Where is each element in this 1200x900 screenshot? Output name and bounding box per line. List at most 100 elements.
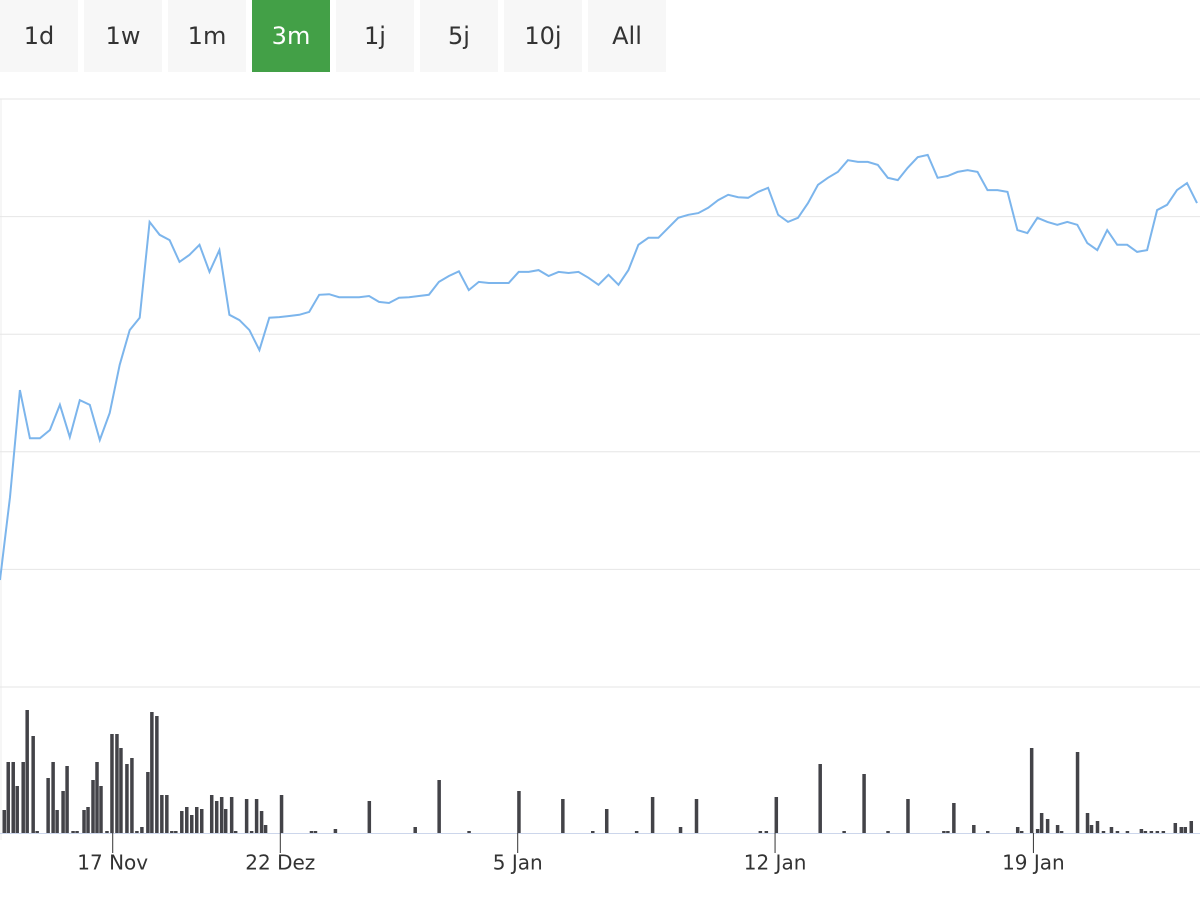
volume-bar (634, 831, 639, 833)
volume-bar (11, 762, 15, 833)
volume-bar (190, 815, 194, 833)
range-button[interactable]: 10j (504, 0, 582, 72)
volume-bar (82, 810, 86, 833)
volume-bar (146, 772, 150, 833)
x-tick-label: 19 Jan (1002, 851, 1065, 875)
volume-bar (986, 831, 990, 833)
x-tick-label: 12 Jan (744, 851, 807, 875)
volume-bar (119, 748, 123, 833)
volume-bar (279, 795, 284, 833)
range-button[interactable]: 3m (252, 0, 330, 72)
volume-bar (31, 736, 35, 833)
range-button[interactable]: 1d (0, 0, 78, 72)
volume-bar (906, 799, 910, 833)
volume-bar (219, 797, 224, 833)
volume-bar (1085, 813, 1090, 833)
x-tick-label: 22 Dez (245, 851, 315, 875)
volume-bar (180, 811, 184, 833)
volume-bar (1161, 831, 1166, 833)
volume-bar (1095, 821, 1100, 833)
volume-bar (678, 827, 683, 833)
volume-bar (333, 829, 338, 833)
volume-bar (1139, 829, 1144, 833)
volume-bar (155, 716, 159, 833)
volume-bar (125, 764, 129, 833)
volume-bar (946, 831, 950, 833)
volume-bar (55, 810, 59, 833)
range-button[interactable]: All (588, 0, 666, 72)
volume-bar (1143, 831, 1148, 833)
volume-bar (174, 831, 178, 833)
volume-bar (15, 786, 19, 833)
volume-bar (259, 811, 264, 833)
range-button[interactable]: 1w (84, 0, 162, 72)
volume-bar (115, 734, 119, 833)
volume-bar (604, 809, 609, 833)
volume-bar (1149, 831, 1154, 833)
range-button[interactable]: 1m (168, 0, 246, 72)
volume-bar (254, 799, 259, 833)
volume-bar (972, 825, 976, 833)
volume-bar (209, 795, 214, 833)
volume-bar (764, 831, 769, 833)
x-tick-label: 17 Nov (77, 851, 148, 875)
volume-bar (1155, 831, 1160, 833)
volume-bar (244, 799, 249, 833)
volume-bar (1059, 831, 1064, 833)
volume-bar (309, 831, 314, 833)
volume-bar (413, 827, 417, 833)
volume-bar (150, 712, 154, 833)
volume-bar (140, 827, 144, 833)
volume-bar (25, 710, 29, 833)
volume-bar (1019, 831, 1024, 833)
volume-bar (160, 795, 164, 833)
volume-bar (1179, 827, 1184, 833)
volume-bar (51, 762, 55, 833)
volume-bar (1035, 829, 1040, 833)
volume-bar (1115, 831, 1120, 833)
volume-bar (1039, 813, 1044, 833)
volume-bar (942, 831, 946, 833)
volume-bar (862, 774, 866, 833)
volume-bar (561, 799, 565, 833)
volume-bar (21, 762, 25, 833)
volume-bar (1109, 827, 1114, 833)
volume-bar (1189, 821, 1194, 833)
range-button[interactable]: 1j (336, 0, 414, 72)
volume-bar (842, 831, 846, 833)
volume-bar (214, 801, 219, 833)
volume-bar (1089, 825, 1094, 833)
volume-bar (71, 831, 75, 833)
volume-bar (35, 831, 39, 833)
volume-bar (229, 797, 234, 833)
volume-bar (1075, 752, 1080, 833)
volume-bar (1015, 827, 1020, 833)
volume-bar (130, 758, 134, 833)
volume-bar (185, 807, 189, 833)
volume-bar (249, 831, 254, 833)
volume-bar (61, 791, 65, 833)
volume-bar (91, 780, 95, 833)
volume-bar (195, 807, 199, 833)
volume-bar (774, 797, 779, 833)
volume-bar (1173, 823, 1178, 833)
volume-bar (437, 780, 441, 833)
volume-bar (1029, 748, 1034, 833)
volume-bar (75, 831, 79, 833)
volume-bar (65, 766, 69, 833)
volume-bar (2, 810, 6, 833)
range-button[interactable]: 5j (420, 0, 498, 72)
volume-bar (199, 809, 204, 833)
volume-bar (694, 799, 699, 833)
volume-bar (263, 825, 268, 833)
volume-bar (952, 803, 956, 833)
volume-bar (233, 831, 238, 833)
volume-bar (6, 762, 10, 833)
volume-bar (86, 807, 90, 833)
volume-bar (591, 831, 595, 833)
volume-bar (1055, 825, 1060, 833)
x-tick-label: 5 Jan (493, 851, 543, 875)
volume-bar (46, 778, 50, 833)
